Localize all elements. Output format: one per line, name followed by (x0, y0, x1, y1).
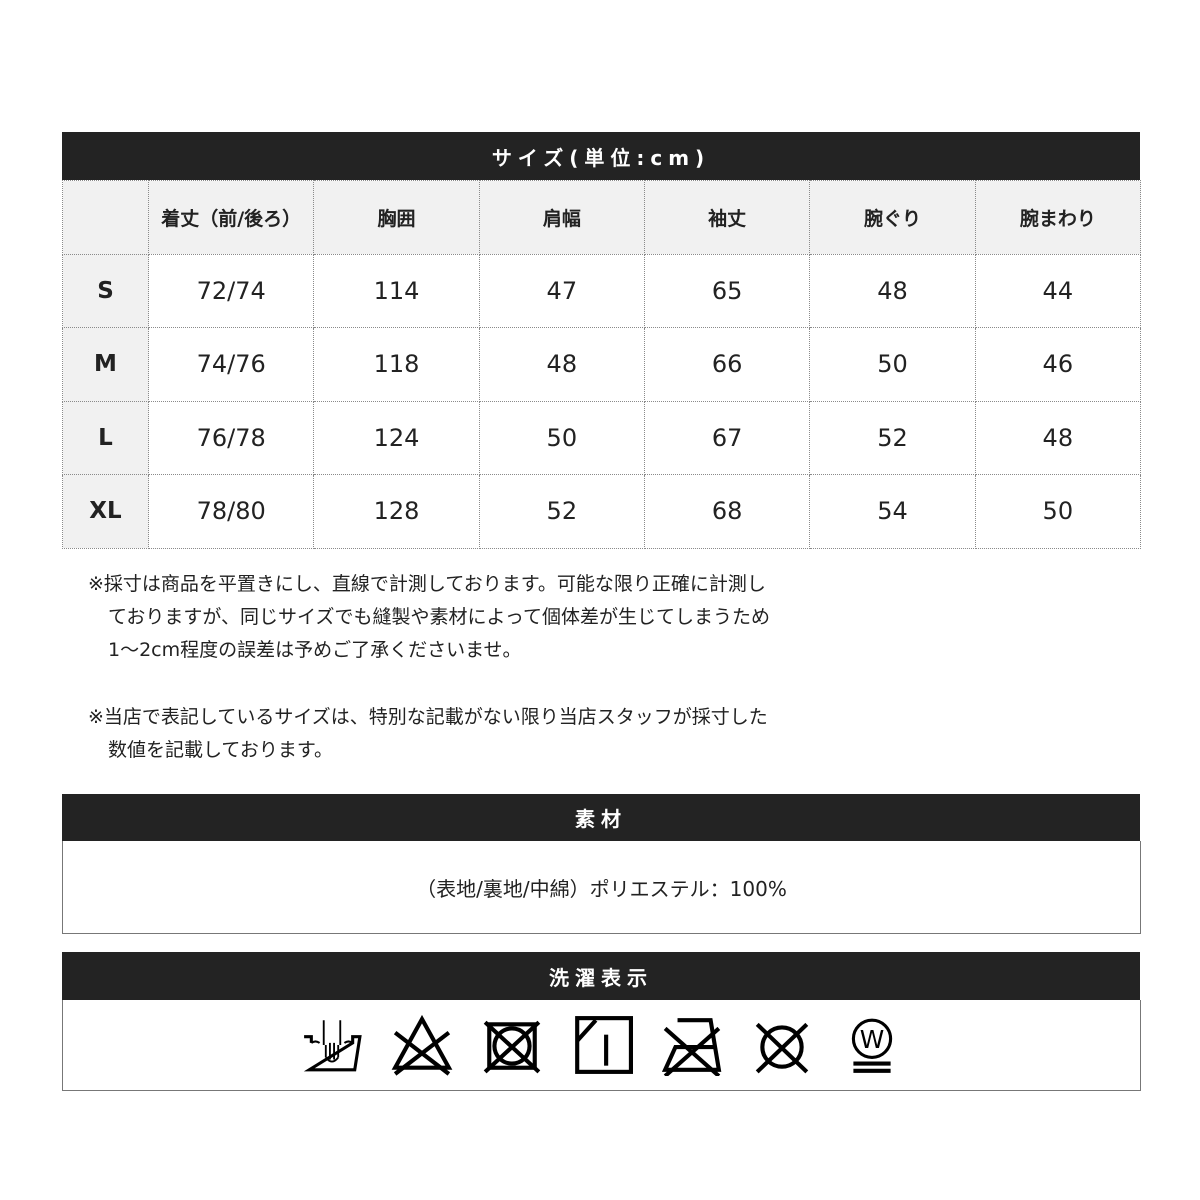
cell: 76/78 (147, 400, 315, 475)
material-title: 素材 (62, 794, 1140, 841)
size-label: S (62, 253, 149, 328)
cell: 68 (643, 474, 811, 549)
measurement-note: ※採寸は商品を平置きにし、直線で計測しております。可能な限り正確に計測し ており… (88, 568, 770, 667)
cell: 128 (313, 474, 480, 549)
note-line: ておりますが、同じサイズでも縫製や素材によって個体差が生じてしまうため (108, 606, 770, 628)
cell: 52 (478, 474, 645, 549)
cell: 46 (974, 327, 1142, 402)
cell: 50 (478, 400, 645, 475)
header-cell: 腕まわり (974, 180, 1142, 255)
cell: 54 (809, 474, 976, 549)
cell: 74/76 (147, 327, 315, 402)
material-box: （表地/裏地/中綿）ポリエステル：100% (62, 841, 1141, 934)
cell: 78/80 (147, 474, 315, 549)
cell: 65 (643, 253, 811, 328)
wet-clean-very-mild-icon: W (851, 1018, 892, 1073)
cell: 67 (643, 400, 811, 475)
note-line: 数値を記載しております。 (108, 739, 333, 761)
cell: 50 (974, 474, 1142, 549)
size-label: XL (62, 474, 149, 549)
table-row: XL 78/80 128 52 68 54 50 (62, 474, 1142, 549)
care-icons: W (62, 1000, 1141, 1091)
cell: 44 (974, 253, 1142, 328)
size-table-title: サイズ(単位:cm) (62, 132, 1140, 180)
size-note: ※当店で表記しているサイズは、特別な記載がない限り当店スタッフが採寸した 数値を… (88, 701, 768, 767)
hand-wash-icon (303, 1020, 362, 1072)
no-dry-clean-icon (755, 1022, 808, 1074)
table-row: M 74/76 118 48 66 50 46 (62, 327, 1142, 402)
no-iron-icon (661, 1018, 721, 1076)
table-header-row: 着丈（前/後ろ） 胸囲 肩幅 袖丈 腕ぐり 腕まわり (62, 180, 1142, 255)
header-cell: 肩幅 (478, 180, 645, 255)
cell: 48 (974, 400, 1142, 475)
note-line: ※採寸は商品を平置きにし、直線で計測しております。可能な限り正確に計測し (88, 573, 766, 595)
cell: 50 (809, 327, 976, 402)
no-bleach-icon (391, 1014, 452, 1076)
table-row: L 76/78 124 50 67 52 48 (62, 400, 1142, 475)
size-label: L (62, 400, 149, 475)
line-dry-shade-icon (574, 1016, 633, 1074)
header-cell (62, 180, 149, 255)
header-cell: 着丈（前/後ろ） (147, 180, 315, 255)
header-cell: 胸囲 (313, 180, 480, 255)
material-text: （表地/裏地/中綿）ポリエステル：100% (416, 876, 787, 901)
cell: 48 (809, 253, 976, 328)
cell: 118 (313, 327, 480, 402)
header-cell: 腕ぐり (809, 180, 976, 255)
note-line: ※当店で表記しているサイズは、特別な記載がない限り当店スタッフが採寸した (88, 706, 768, 728)
cell: 52 (809, 400, 976, 475)
size-label: M (62, 327, 149, 402)
header-cell: 袖丈 (643, 180, 811, 255)
cell: 72/74 (147, 253, 315, 328)
cell: 48 (478, 327, 645, 402)
note-line: 1～2cm程度の誤差は予めご了承くださいませ。 (108, 639, 522, 661)
cell: 66 (643, 327, 811, 402)
no-tumble-dry-icon (483, 1020, 540, 1074)
size-table: 着丈（前/後ろ） 胸囲 肩幅 袖丈 腕ぐり 腕まわり S 72/74 114 4… (62, 180, 1142, 549)
cell: 124 (313, 400, 480, 475)
table-row: S 72/74 114 47 65 48 44 (62, 253, 1142, 328)
wet-clean-letter: W (859, 1025, 884, 1054)
care-title: 洗濯表示 (62, 952, 1140, 1000)
cell: 114 (313, 253, 480, 328)
cell: 47 (478, 253, 645, 328)
